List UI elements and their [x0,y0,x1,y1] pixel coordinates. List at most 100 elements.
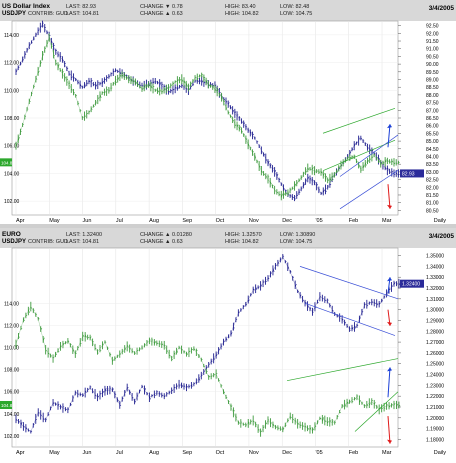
header-stat: HIGH: 83.40 [225,4,256,10]
right-tick-label: 84.50 [426,147,439,153]
month-tick-label: Sep [182,218,192,224]
right-tick-label: 89.00 [426,78,439,84]
header-stat: CONTRIB: GUD [28,11,68,17]
chart-subtitle: USDJPY [2,11,26,17]
header-stat: LOW: 104.75 [280,11,312,17]
chart-title: EURO [2,231,21,238]
chart-title: US Dollar Index [2,3,50,10]
header-stat: LAST: 104.81 [66,239,99,245]
month-tick-label: Jul [116,450,123,456]
right-tick-label: 1.30000 [426,308,444,314]
left-tick-label: 108.00 [4,116,20,122]
left-tick-label: 112.00 [4,323,19,329]
right-tick-label: 91.00 [426,47,439,53]
left-value-label: 104.81 [1,160,15,165]
month-tick-label: Aug [149,450,159,456]
panel-divider [0,224,456,228]
right-tick-label: 87.00 [426,108,439,114]
month-tick-label: Aug [149,218,159,224]
month-tick-label: Daily [434,218,446,224]
chart-subtitle: USDJPY [2,239,26,245]
right-tick-label: 84.00 [426,154,439,160]
header-stat: LOW: 104.75 [280,239,312,245]
right-tick-label: 92.00 [426,31,439,37]
right-tick-label: 1.21000 [426,405,444,411]
left-tick-label: 110.00 [4,88,19,94]
right-tick-label: 1.28000 [426,329,444,335]
right-tick-label: 82.00 [426,185,439,191]
month-tick-label: Jun [83,450,92,456]
right-tick-label: 1.32000 [426,286,444,292]
header-band [0,228,456,248]
month-tick-label: Apr [16,450,25,456]
right-tick-label: 1.22000 [426,394,444,400]
month-tick-label: Mar [382,450,392,456]
month-tick-label: Dec [282,218,292,224]
header-stat: LAST: 1.32400 [66,232,102,238]
right-tick-label: 82.50 [426,178,439,184]
header-stat: LOW: 1.30890 [280,232,315,238]
right-tick-label: 81.50 [426,193,439,199]
header-stat: HIGH: 1.32570 [225,232,262,238]
month-tick-label: Dec [282,450,292,456]
right-tick-label: 1.34000 [426,264,444,270]
left-tick-label: 110.00 [4,346,19,352]
right-value-label: 1.32400 [402,282,420,288]
right-tick-label: 85.50 [426,131,439,137]
month-tick-label: Jun [83,218,92,224]
header-stat: CONTRIB: GUD [28,239,68,245]
month-tick-label: Apr [16,218,25,224]
right-tick-label: 88.00 [426,93,439,99]
month-tick-label: Oct [216,218,225,224]
left-tick-label: 112.00 [4,61,19,67]
left-tick-label: 108.00 [4,368,20,374]
right-tick-label: 1.27000 [426,340,444,346]
month-tick-label: Nov [249,218,259,224]
left-tick-label: 102.00 [4,199,20,205]
month-tick-label: May [49,218,60,224]
right-tick-label: 87.50 [426,101,439,107]
month-tick-label: '05 [315,450,322,456]
month-tick-label: Feb [349,450,358,456]
month-tick-label: Jul [116,218,123,224]
header-stat: LAST: 82.93 [66,4,96,10]
right-tick-label: 1.24000 [426,373,444,379]
left-tick-label: 104.00 [4,171,20,177]
header-stat: CHANGE ▲ 0.01280 [140,232,192,238]
month-tick-label: Daily [434,450,446,456]
header-stat: LOW: 82.48 [280,4,309,10]
right-tick-label: 1.18000 [426,437,444,443]
month-tick-label: '05 [315,218,322,224]
month-tick-label: Sep [182,450,192,456]
right-tick-label: 1.19000 [426,427,444,433]
right-tick-label: 91.50 [426,39,439,45]
right-tick-label: 90.50 [426,54,439,60]
right-tick-label: 1.23000 [426,383,444,389]
month-tick-label: Mar [382,218,392,224]
month-tick-label: Feb [349,218,358,224]
header-stat: LAST: 104.81 [66,11,99,17]
right-tick-label: 1.20000 [426,416,444,422]
month-tick-label: May [49,450,60,456]
right-tick-label: 1.31000 [426,297,444,303]
left-tick-label: 114.00 [4,33,19,39]
right-tick-label: 85.00 [426,139,439,145]
right-tick-label: 1.33000 [426,275,444,281]
right-tick-label: 1.35000 [426,254,444,260]
header-stat: CHANGE ▲ 0.63 [140,239,183,245]
right-tick-label: 1.26000 [426,351,444,357]
right-tick-label: 80.50 [426,208,439,214]
right-tick-label: 92.50 [426,24,439,30]
right-tick-label: 1.29000 [426,318,444,324]
header-stat: HIGH: 104.82 [225,239,259,245]
right-tick-label: 89.50 [426,70,439,76]
right-tick-label: 88.50 [426,85,439,91]
left-tick-label: 104.00 [4,412,20,418]
left-tick-label: 106.00 [4,390,20,396]
left-value-label: 104.81 [1,403,15,408]
right-tick-label: 90.00 [426,62,439,68]
right-value-label: 82.93 [402,171,415,177]
